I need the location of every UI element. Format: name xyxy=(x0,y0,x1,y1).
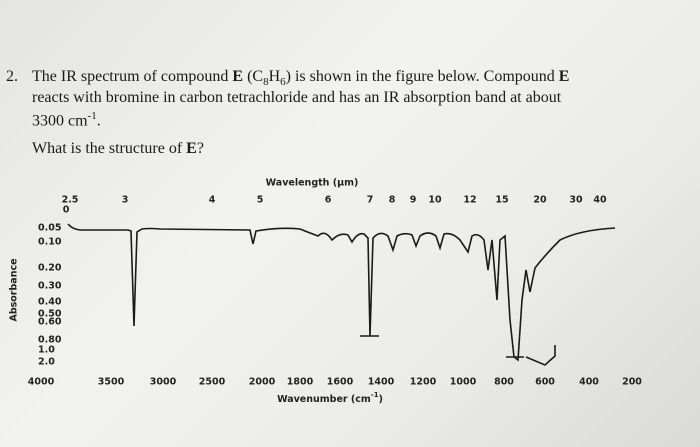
bottom-tick-label: 1400 xyxy=(368,377,395,388)
top-tick-label: 40 xyxy=(593,195,607,206)
text: ) is shown in the figure below. Compound xyxy=(285,68,559,85)
bottom-tick-label: 800 xyxy=(494,377,514,388)
y-tick-label: 1.0 xyxy=(38,345,55,356)
y-tick-label: 0.80 xyxy=(38,335,62,346)
bottom-tick-label: 2000 xyxy=(249,377,276,388)
top-tick-label: 7 xyxy=(367,195,374,206)
y-tick-label: 0 xyxy=(63,205,70,216)
text: . xyxy=(96,112,101,130)
top-tick-label: 8 xyxy=(389,195,396,206)
question-prompt: What is the structure of E? xyxy=(32,140,204,158)
top-tick-label: 10 xyxy=(428,195,442,206)
y-tick-label: 0.05 xyxy=(38,223,61,234)
text: Wavenumber (cm xyxy=(277,394,371,405)
top-tick-label: 5 xyxy=(257,195,264,206)
y-axis-title: Absorbance xyxy=(9,258,20,321)
top-tick-label: 6 xyxy=(325,195,332,206)
peak-marks xyxy=(360,335,556,366)
text: What is the structure of xyxy=(32,140,187,157)
spectrum-trace xyxy=(67,223,616,362)
bottom-tick-label: 1000 xyxy=(450,377,477,388)
bottom-tick-label: 400 xyxy=(579,377,599,388)
text: E xyxy=(186,140,197,157)
text: (C xyxy=(243,68,264,85)
text: 8 xyxy=(263,76,269,89)
question-line: 3300 cm-1. xyxy=(32,110,101,130)
bottom-tick-label: 3500 xyxy=(98,377,125,388)
y-tick-label: 0.60 xyxy=(38,317,62,328)
y-tick-label: 0.30 xyxy=(38,281,62,292)
bottom-tick-label: 2500 xyxy=(199,377,226,388)
text: -1 xyxy=(371,391,379,399)
bottom-tick-label: 4000 xyxy=(28,377,55,388)
question-line: reacts with bromine in carbon tetrachlor… xyxy=(32,89,562,106)
bottom-axis-title: Wavenumber (cm-1) xyxy=(277,391,383,405)
top-tick-label: 9 xyxy=(410,195,417,206)
text: 6 xyxy=(280,76,286,89)
bottom-tick-label: 200 xyxy=(622,377,642,388)
text: ) xyxy=(379,394,383,405)
bottom-tick-label: 3000 xyxy=(150,377,177,388)
top-axis-title: Wavelength (µm) xyxy=(266,178,359,189)
text: 3300 cm xyxy=(32,112,88,130)
top-tick-label: 4 xyxy=(209,195,216,206)
question-line: The IR spectrum of compound E (C8H6) is … xyxy=(32,68,569,88)
top-tick-label: 20 xyxy=(533,195,547,206)
bottom-tick-label: 1800 xyxy=(287,377,314,388)
top-tick-label: 15 xyxy=(495,195,508,206)
y-tick-label: 0.50 xyxy=(38,309,62,320)
top-tick-label: 12 xyxy=(463,195,476,206)
question-number: 2. xyxy=(6,68,18,85)
bottom-tick-label: 600 xyxy=(535,377,555,388)
text: H xyxy=(268,68,281,85)
y-tick-label: 0.10 xyxy=(38,237,62,248)
text: E xyxy=(232,68,244,85)
y-tick-label: 0.40 xyxy=(38,297,62,308)
bottom-tick-label: 1200 xyxy=(410,377,437,388)
top-tick-label: 2.5 xyxy=(62,195,79,206)
y-tick-label: 0.20 xyxy=(38,263,62,274)
top-tick-label: 3 xyxy=(122,195,129,206)
text: E xyxy=(558,68,570,85)
top-tick-label: 30 xyxy=(569,195,583,206)
text: -1 xyxy=(87,110,97,122)
bottom-tick-label: 1600 xyxy=(327,377,354,388)
text: The IR spectrum of compound xyxy=(32,68,233,85)
y-tick-label: 2.0 xyxy=(38,357,55,368)
text: ? xyxy=(196,140,204,157)
